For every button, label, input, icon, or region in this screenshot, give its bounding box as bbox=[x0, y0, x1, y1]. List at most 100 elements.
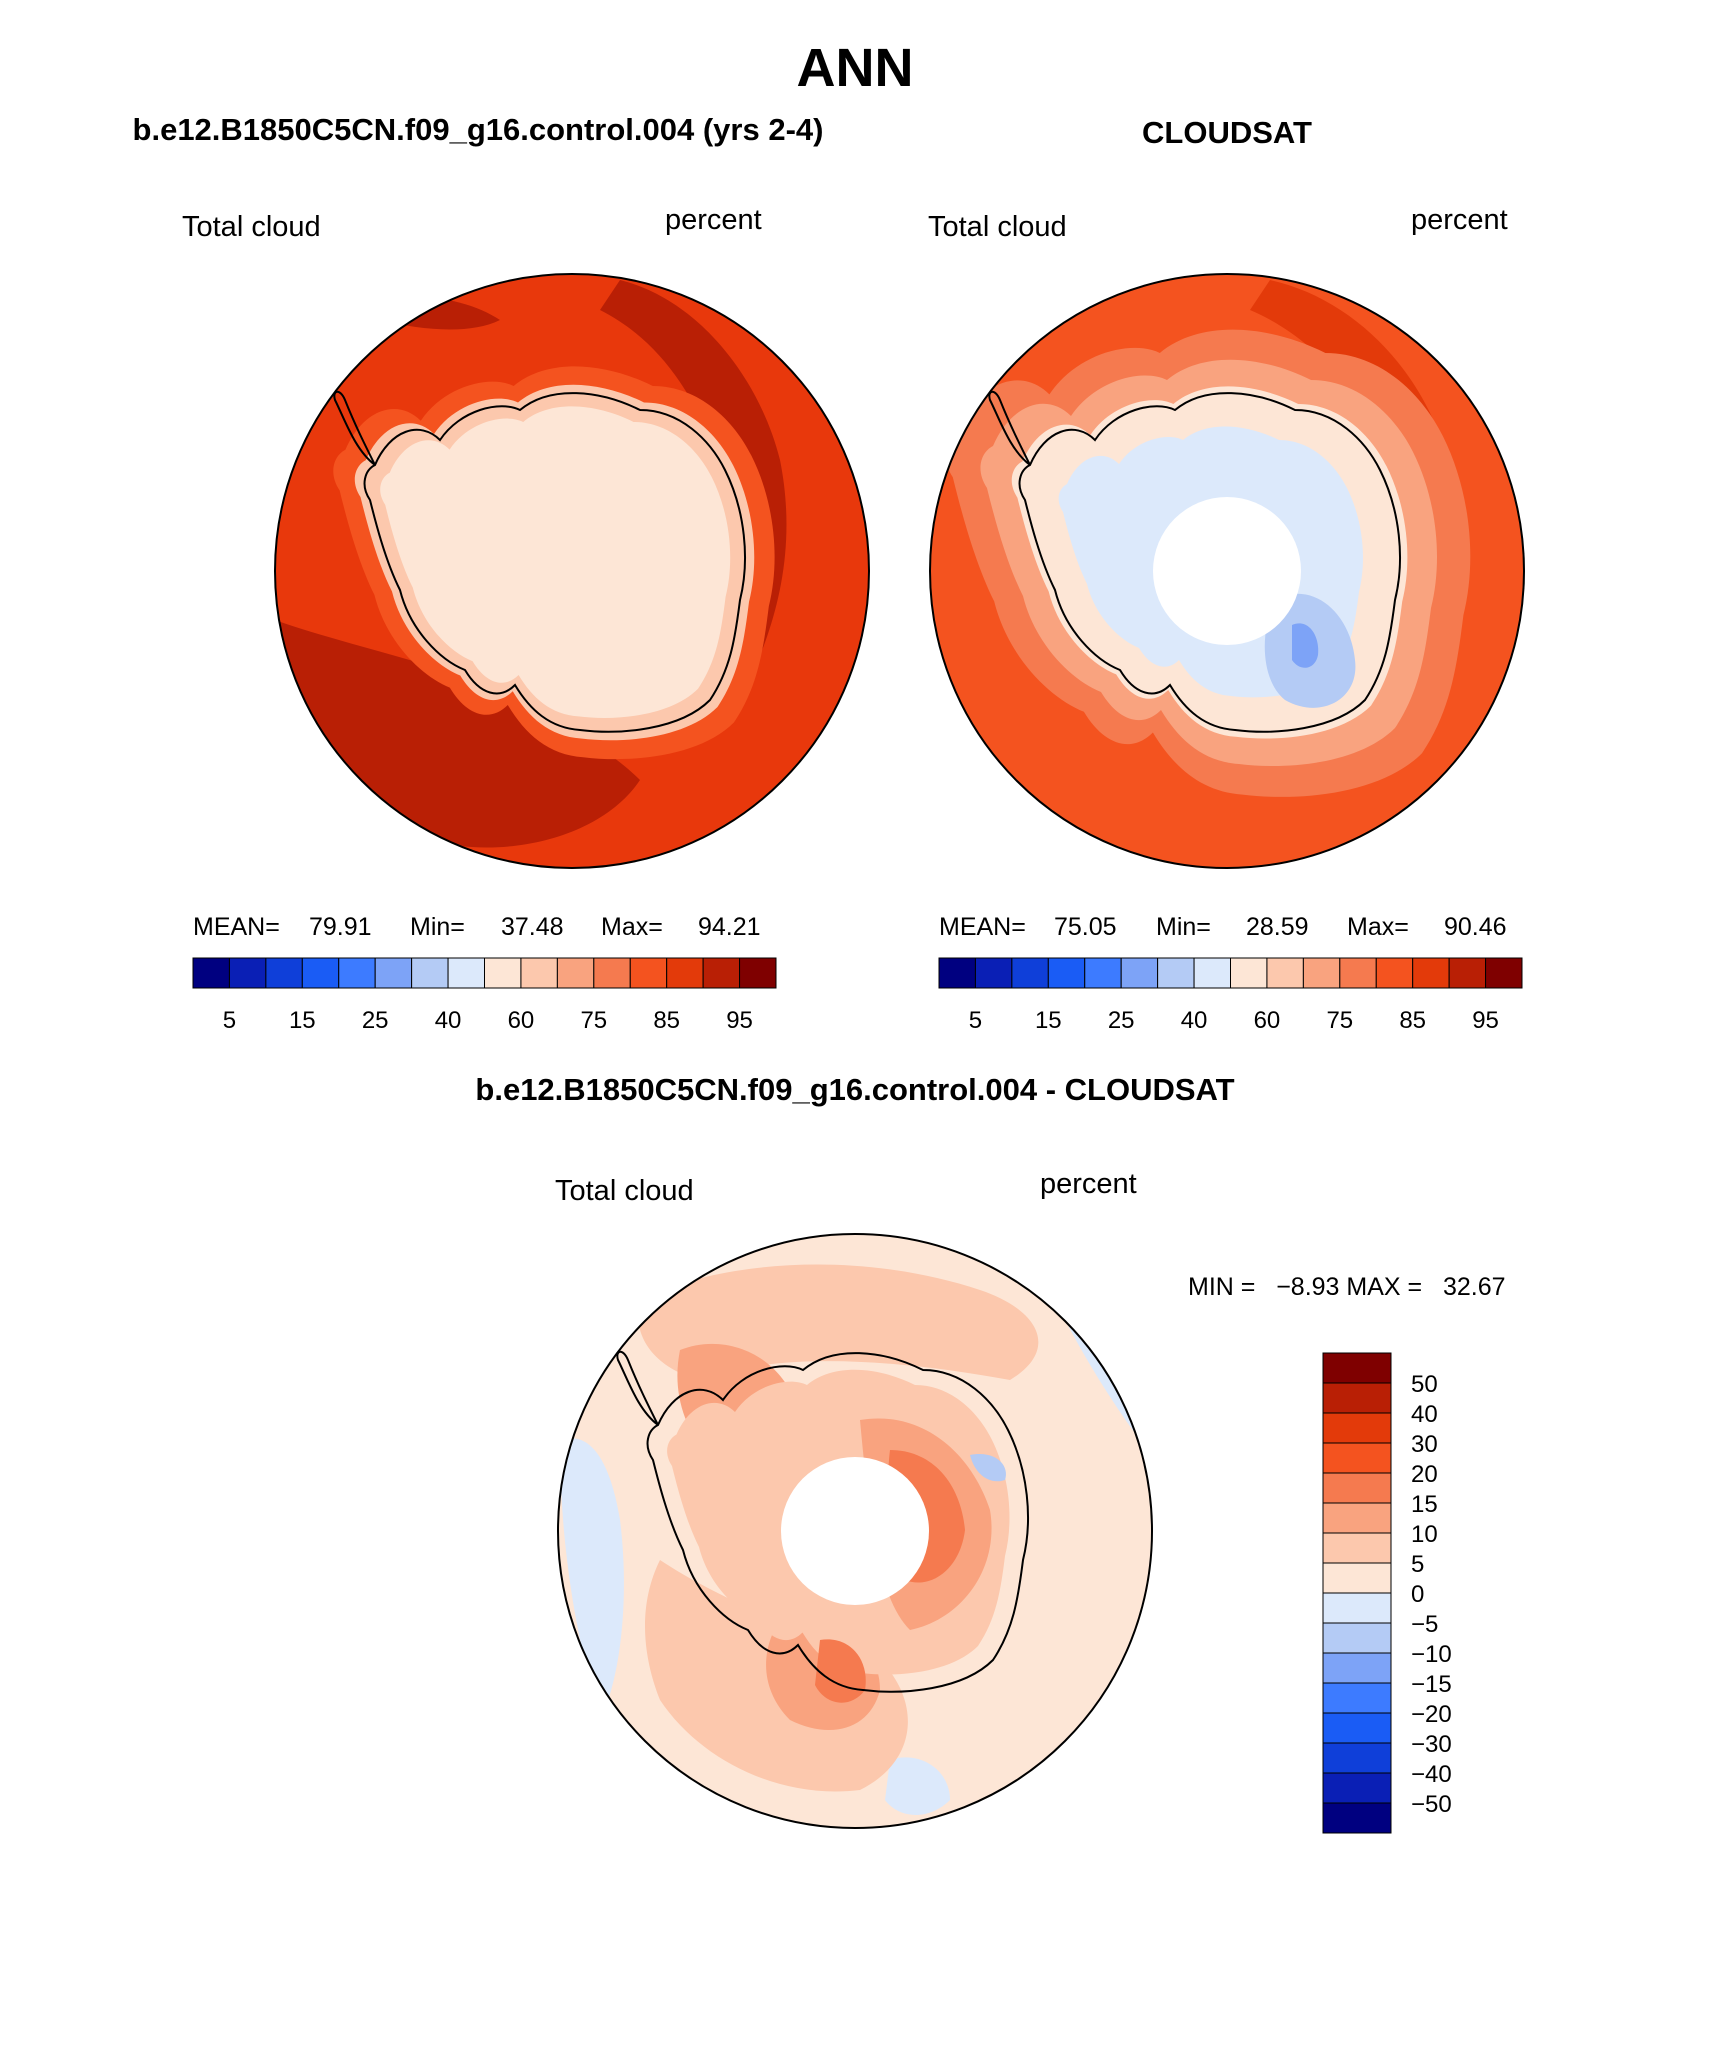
diff-colorbar-tick-label: −5 bbox=[1411, 1611, 1438, 1638]
diff-colorbar-box-5 bbox=[1322, 1502, 1392, 1534]
diff-colorbar-box-7 bbox=[1322, 1562, 1392, 1594]
obs-mean-value: 75.05 bbox=[1054, 913, 1117, 941]
diff-colorbar-tick-label: −40 bbox=[1411, 1761, 1452, 1788]
obs-min-label: Min= bbox=[1156, 913, 1211, 941]
diff-colorbar-box-2 bbox=[1322, 1412, 1392, 1444]
model-colorbar-box-9 bbox=[520, 957, 558, 989]
model-colorbar-box-14 bbox=[702, 957, 741, 989]
model-colorbar-box-11 bbox=[593, 957, 631, 989]
diff-variable-label: Total cloud bbox=[555, 1175, 694, 1207]
obs-colorbar-tick-label: 5 bbox=[969, 1007, 982, 1034]
diff-colorbar-tick-label: 15 bbox=[1411, 1491, 1438, 1518]
model-max-label: Max= bbox=[601, 913, 663, 941]
model-colorbar-box-10 bbox=[556, 957, 595, 989]
diff-colorbar-tick-label: 0 bbox=[1411, 1581, 1424, 1608]
obs-colorbar-box-8 bbox=[1230, 957, 1268, 989]
obs-colorbar-tick-label: 75 bbox=[1326, 1007, 1353, 1034]
diff-negative-west bbox=[560, 1438, 624, 1720]
model-mean-value: 79.91 bbox=[309, 913, 372, 941]
diff-colorbar-box-1 bbox=[1322, 1382, 1392, 1414]
diff-units-label: percent bbox=[1040, 1168, 1137, 1200]
obs-colorbar-box-11 bbox=[1339, 957, 1377, 989]
model-colorbar-box-2 bbox=[265, 957, 303, 989]
model-colorbar-box-12 bbox=[629, 957, 668, 989]
model-colorbar-tick-label: 85 bbox=[653, 1007, 680, 1034]
obs-missing-data-hole bbox=[1153, 497, 1301, 645]
diff-colorbar-box-11 bbox=[1322, 1682, 1392, 1714]
obs-colorbar-box-3 bbox=[1047, 957, 1086, 989]
obs-colorbar-box-13 bbox=[1412, 957, 1450, 989]
diff-colorbar-box-9 bbox=[1322, 1622, 1392, 1654]
model-colorbar-box-3 bbox=[301, 957, 340, 989]
obs-colorbar-box-0 bbox=[938, 957, 976, 989]
diff-colorbar-box-8 bbox=[1322, 1592, 1392, 1624]
model-panel: Total cloud percent MEAN= 79.91 Min= 37.… bbox=[182, 204, 870, 1034]
model-colorbar-box-8 bbox=[484, 957, 522, 989]
model-colorbar-tick-label: 75 bbox=[580, 1007, 607, 1034]
diff-minmax-text: MIN = −8.93 MAX = 32.67 bbox=[1188, 1273, 1506, 1301]
diff-colorbar-box-0 bbox=[1322, 1352, 1392, 1384]
obs-colorbar-box-1 bbox=[974, 957, 1013, 989]
diff-colorbar-box-12 bbox=[1322, 1712, 1392, 1744]
model-colorbar-box-4 bbox=[338, 957, 376, 989]
obs-colorbar-box-5 bbox=[1120, 957, 1159, 989]
model-colorbar-box-6 bbox=[411, 957, 449, 989]
diff-colorbar-tick-label: 40 bbox=[1411, 1401, 1438, 1428]
diff-negative-south bbox=[885, 1757, 950, 1815]
model-mean-label: MEAN= bbox=[193, 913, 280, 941]
diff-colorbar-box-3 bbox=[1322, 1442, 1392, 1474]
model-colorbar-box-1 bbox=[228, 957, 267, 989]
obs-colorbar-tick-label: 95 bbox=[1472, 1007, 1499, 1034]
diff-panel: Total cloud percent MIN = −8.93 MAX = 32… bbox=[555, 1168, 1506, 1834]
model-colorbar-box-15 bbox=[739, 957, 777, 989]
model-colorbar-tick-label: 95 bbox=[726, 1007, 753, 1034]
model-colorbar-tick-label: 5 bbox=[223, 1007, 236, 1034]
left-panel-title: b.e12.B1850C5CN.f09_g16.control.004 (yrs… bbox=[133, 112, 824, 147]
obs-mean-label: MEAN= bbox=[939, 913, 1026, 941]
diff-ross-strongest bbox=[815, 1639, 866, 1703]
obs-stats-line: MEAN= 75.05 Min= 28.59 Max= 90.46 bbox=[939, 913, 1507, 941]
model-colorbar-box-5 bbox=[374, 957, 413, 989]
obs-colorbar-box-9 bbox=[1266, 957, 1304, 989]
diff-colorbar-tick-label: −10 bbox=[1411, 1641, 1452, 1668]
model-max-value: 94.21 bbox=[698, 913, 761, 941]
model-colorbar-box-13 bbox=[666, 957, 704, 989]
diff-colorbar-tick-label: 20 bbox=[1411, 1461, 1438, 1488]
model-variable-label: Total cloud bbox=[182, 211, 321, 243]
obs-colorbar-box-7 bbox=[1193, 957, 1231, 989]
diff-colorbar-box-6 bbox=[1322, 1532, 1392, 1564]
obs-colorbar-box-14 bbox=[1448, 957, 1487, 989]
diff-colorbar-box-13 bbox=[1322, 1742, 1392, 1774]
diff-colorbar-tick-label: −15 bbox=[1411, 1671, 1452, 1698]
obs-colorbar-tick-label: 85 bbox=[1399, 1007, 1426, 1034]
diff-colorbar-tick-label: 5 bbox=[1411, 1551, 1424, 1578]
diff-missing-data-hole bbox=[781, 1457, 929, 1605]
model-stats-line: MEAN= 79.91 Min= 37.48 Max= 94.21 bbox=[193, 913, 761, 941]
diff-panel-title: b.e12.B1850C5CN.f09_g16.control.004 - CL… bbox=[475, 1072, 1234, 1107]
model-min-label: Min= bbox=[410, 913, 465, 941]
obs-max-label: Max= bbox=[1347, 913, 1409, 941]
diff-map-boundary bbox=[557, 1233, 1153, 1829]
obs-colorbar-tick-label: 15 bbox=[1035, 1007, 1062, 1034]
diff-colorbar-tick-label: 30 bbox=[1411, 1431, 1438, 1458]
figure-title: ANN bbox=[797, 38, 914, 98]
model-colorbar-box-7 bbox=[447, 957, 485, 989]
diff-colorbar-box-10 bbox=[1322, 1652, 1392, 1684]
diff-colorbar-box-4 bbox=[1322, 1472, 1392, 1504]
model-colorbar: 5 15 25 40 60 75 85 95 bbox=[192, 957, 777, 1034]
model-min-value: 37.48 bbox=[501, 913, 564, 941]
diff-colorbar-box-14 bbox=[1322, 1772, 1392, 1804]
obs-panel: Total cloud percent MEAN= 75.05 Min= 28.… bbox=[928, 204, 1525, 1034]
obs-colorbar-box-10 bbox=[1302, 957, 1341, 989]
right-panel-title: CLOUDSAT bbox=[1142, 115, 1312, 150]
model-colorbar-box-0 bbox=[192, 957, 230, 989]
obs-colorbar-box-4 bbox=[1084, 957, 1122, 989]
diff-colorbar-tick-label: 50 bbox=[1411, 1371, 1438, 1398]
diff-colorbar-tick-label: −30 bbox=[1411, 1731, 1452, 1758]
obs-units-label: percent bbox=[1411, 204, 1508, 236]
model-colorbar-tick-label: 15 bbox=[289, 1007, 316, 1034]
obs-colorbar-tick-label: 25 bbox=[1108, 1007, 1135, 1034]
obs-variable-label: Total cloud bbox=[928, 211, 1067, 243]
